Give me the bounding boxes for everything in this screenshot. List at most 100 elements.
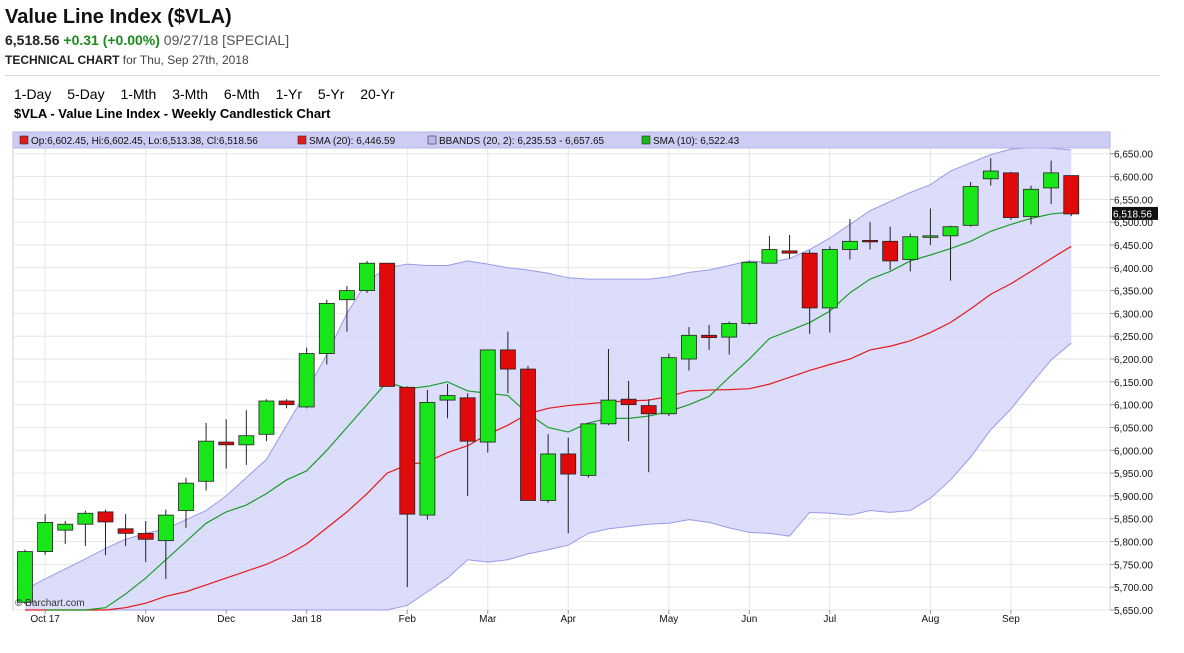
x-tick-label: Oct 17 — [30, 614, 60, 625]
y-tick-label: 6,150.00 — [1114, 378, 1153, 389]
candle-body — [540, 453, 557, 501]
legend-swatch — [297, 135, 307, 145]
candle-body — [359, 262, 375, 291]
x-tick-label: Sep — [1002, 614, 1020, 625]
bollinger-upper-line — [24, 147, 1072, 590]
period-selector: 1-Day 5-Day 1-Mth 3-Mth 6-Mth 1-Yr 5-Yr … — [14, 86, 406, 102]
y-tick-label: 6,500.00 — [1114, 218, 1153, 229]
candle-body — [499, 349, 516, 370]
sma20-line — [25, 245, 1072, 611]
quote-line: 6,518.56 +0.31 (+0.00%) 09/27/18 [SPECIA… — [5, 30, 1175, 50]
x-tick-label: May — [659, 614, 678, 625]
candle-body — [882, 240, 899, 262]
y-tick-label: 6,350.00 — [1114, 287, 1153, 298]
last-price: 6,518.56 — [5, 32, 60, 48]
legend-strip — [12, 131, 1111, 149]
candle-body — [902, 236, 919, 260]
candle-body — [459, 397, 476, 442]
candle-body — [942, 226, 959, 237]
candle-body — [479, 349, 496, 443]
x-tick-label: Dec — [217, 614, 235, 625]
candle-body — [137, 532, 154, 540]
y-tick-label: 6,600.00 — [1114, 173, 1153, 184]
x-tick-label: Jul — [823, 614, 836, 625]
chart-subtitle: TECHNICAL CHART for Thu, Sep 27th, 2018 — [5, 50, 1175, 70]
candle-body — [97, 511, 114, 523]
candle-body — [922, 235, 939, 238]
candle-body — [600, 399, 617, 425]
candle-body — [741, 261, 758, 324]
candle-body — [842, 240, 858, 250]
candle-body — [399, 386, 416, 515]
period-1-yr[interactable]: 1-Yr — [275, 86, 303, 102]
sma10-line — [45, 211, 1072, 611]
period-20-yr[interactable]: 20-Yr — [360, 86, 395, 102]
period-6-mth[interactable]: 6-Mth — [223, 86, 260, 102]
candle-body — [439, 395, 456, 401]
quote-header: Value Line Index ($VLA) 6,518.56 +0.31 (… — [5, 4, 1175, 70]
x-tick-label: Apr — [560, 614, 576, 625]
period-1-day[interactable]: 1-Day — [14, 86, 52, 102]
candle-body — [419, 401, 436, 516]
candle-body — [117, 528, 134, 534]
y-tick-label: 6,300.00 — [1114, 309, 1153, 320]
page-title: Value Line Index ($VLA) — [5, 6, 232, 28]
candle-body — [178, 482, 194, 511]
x-tick-label: Jan 18 — [292, 614, 322, 625]
candle-body — [238, 435, 255, 446]
legend-entry: SMA (20): 6,446.59 — [309, 136, 396, 147]
candle-body — [318, 302, 335, 354]
candle-body — [681, 334, 697, 360]
candle-body — [1002, 172, 1019, 218]
y-tick-label: 6,000.00 — [1114, 446, 1153, 457]
candle-body — [862, 239, 878, 243]
legend-entry: SMA (10): 6,522.43 — [653, 136, 740, 147]
candle-body — [298, 353, 315, 408]
y-tick-label: 5,850.00 — [1114, 515, 1153, 526]
legend-swatch — [427, 135, 437, 145]
candle-body — [520, 368, 536, 501]
header-divider — [5, 75, 1160, 76]
candle-body — [157, 514, 174, 542]
candle-body — [580, 423, 597, 476]
period-5-yr[interactable]: 5-Yr — [317, 86, 345, 102]
candle-body — [1043, 172, 1060, 189]
legend-entry: Op:6,602.45, Hi:6,602.45, Lo:6,513.38, C… — [31, 136, 258, 147]
y-tick-label: 5,900.00 — [1114, 492, 1153, 503]
candle-body — [278, 400, 295, 406]
y-tick-label: 6,050.00 — [1114, 423, 1153, 434]
candle-body — [982, 170, 999, 180]
y-tick-label: 5,950.00 — [1114, 469, 1153, 480]
candle-body — [57, 523, 74, 531]
subtitle-label: TECHNICAL CHART — [5, 53, 120, 67]
y-tick-label: 6,100.00 — [1114, 401, 1153, 412]
y-tick-label: 5,750.00 — [1114, 560, 1153, 571]
candlestick-chart[interactable]: Op:6,602.45, Hi:6,602.45, Lo:6,513.38, C… — [0, 124, 1184, 648]
y-tick-label: 6,200.00 — [1114, 355, 1153, 366]
y-tick-label: 5,800.00 — [1114, 538, 1153, 549]
candle-body — [560, 453, 577, 475]
price-change: +0.31 (+0.00%) — [63, 32, 160, 48]
period-5-day[interactable]: 5-Day — [67, 86, 105, 102]
y-tick-label: 6,400.00 — [1114, 264, 1153, 275]
candle-body — [198, 440, 214, 482]
candle-body — [660, 357, 677, 415]
candle-body — [1063, 175, 1080, 215]
x-tick-label: Feb — [399, 614, 417, 625]
candle-body — [761, 249, 778, 264]
last-value-label: 6,518.56 — [1113, 209, 1152, 220]
x-tick-label: Aug — [922, 614, 940, 625]
candle-body — [379, 262, 396, 387]
watermark: © Barchart.com — [15, 598, 85, 609]
x-tick-label: Jun — [741, 614, 757, 625]
candle-body — [339, 290, 355, 301]
candle-body — [77, 512, 94, 525]
x-tick-label: Nov — [137, 614, 155, 625]
chart-container: Op:6,602.45, Hi:6,602.45, Lo:6,513.38, C… — [0, 124, 1184, 653]
candle-body — [17, 551, 33, 603]
legend-swatch — [641, 135, 651, 145]
candle-body — [37, 521, 54, 552]
candle-body — [781, 250, 798, 254]
period-3-mth[interactable]: 3-Mth — [172, 86, 208, 102]
period-1-mth[interactable]: 1-Mth — [120, 86, 157, 102]
